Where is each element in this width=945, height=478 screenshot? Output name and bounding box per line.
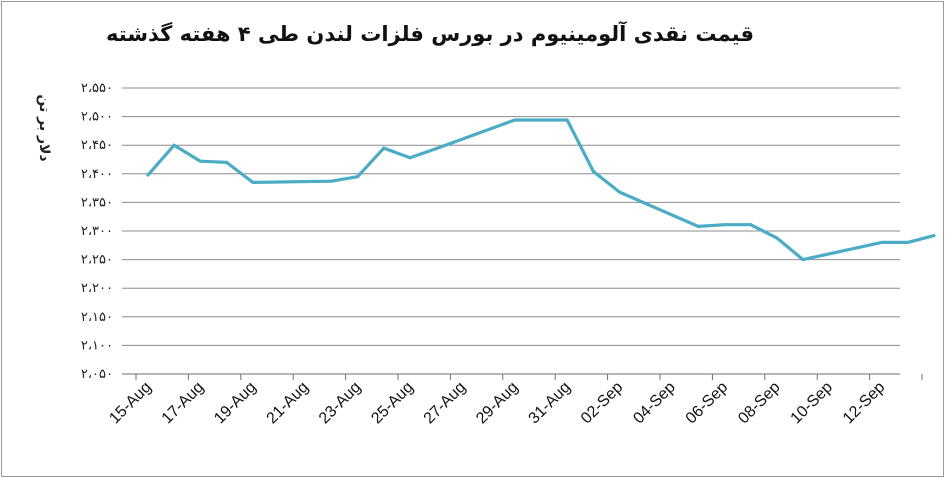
data-point: [932, 234, 936, 238]
x-tick-label: 29-Aug: [473, 379, 522, 428]
x-tick-label: 15-Aug: [106, 379, 155, 428]
data-point: [749, 223, 753, 227]
y-tick-label: ۲،۰۵۰: [81, 367, 113, 382]
data-point: [434, 147, 438, 151]
x-tick-label: 02-Sep: [578, 379, 627, 428]
data-point: [565, 118, 569, 122]
y-tick-label: ۲،۲۵۰: [81, 253, 113, 268]
y-tick-label: ۲،۴۰۰: [81, 167, 113, 182]
y-tick-label: ۲،۵۰۰: [81, 110, 113, 125]
data-point: [696, 224, 700, 228]
series-layer: [146, 118, 936, 262]
data-point: [382, 146, 386, 150]
data-point: [146, 173, 150, 177]
y-tick-label: ۲،۲۰۰: [81, 281, 113, 296]
x-tick-label: 23-Aug: [316, 379, 365, 428]
data-point: [880, 240, 884, 244]
data-point: [408, 156, 412, 160]
x-axis: 15-Aug 17-Aug 19-Aug 21-Aug 23-Aug 25-Aug 27-A…: [106, 373, 923, 428]
y-tick-label: ۲،۱۵۰: [81, 310, 113, 325]
x-tick-label: 10-Sep: [788, 379, 837, 428]
x-tick-label: 27-Aug: [421, 379, 470, 428]
y-tick-label: ۲،۴۵۰: [81, 138, 113, 153]
y-tick-label: ۲،۱۰۰: [81, 338, 113, 353]
data-point: [591, 170, 595, 174]
y-tick-label: ۲،۳۰۰: [81, 224, 113, 239]
data-point: [251, 180, 255, 184]
data-point: [722, 223, 726, 227]
data-point: [906, 240, 910, 244]
data-point: [801, 258, 805, 262]
x-tick-label: 21-Aug: [264, 379, 313, 428]
x-tick-label: 04-Sep: [630, 379, 679, 428]
y-tick-label: ۲،۵۵۰: [81, 81, 113, 96]
x-tick-label: 25-Aug: [368, 379, 417, 428]
data-point: [172, 143, 176, 147]
y-axis-label: دلار بر تن: [36, 94, 52, 161]
data-point: [198, 159, 202, 163]
data-point: [539, 118, 543, 122]
x-tick-label: 08-Sep: [735, 379, 784, 428]
data-point: [329, 179, 333, 183]
data-point: [618, 190, 622, 194]
x-tick-label: 17-Aug: [159, 379, 208, 428]
chart-title: قیمت نقدی آلومینیوم در بورس فلزات لندن ط…: [106, 22, 754, 46]
y-tick-label: ۲،۳۵۰: [81, 195, 113, 210]
x-tick-label: 06-Sep: [683, 379, 732, 428]
gridlines: [122, 87, 900, 375]
series-line: [146, 118, 936, 262]
x-tick-label: 19-Aug: [211, 379, 260, 428]
data-point: [775, 236, 779, 240]
y-axis: ۲،۰۵۰ ۲،۱۰۰ ۲،۱۵۰ ۲،۲۰۰ ۲،۲۵۰ ۲،۳۰۰ ۲،۳۵۰ ۲،۴۰۰…: [81, 81, 113, 382]
data-point: [356, 175, 360, 179]
x-tick-label: 31-Aug: [526, 379, 575, 428]
data-point: [225, 160, 229, 164]
x-tick-label: 12-Sep: [840, 379, 889, 428]
data-point: [513, 118, 517, 122]
